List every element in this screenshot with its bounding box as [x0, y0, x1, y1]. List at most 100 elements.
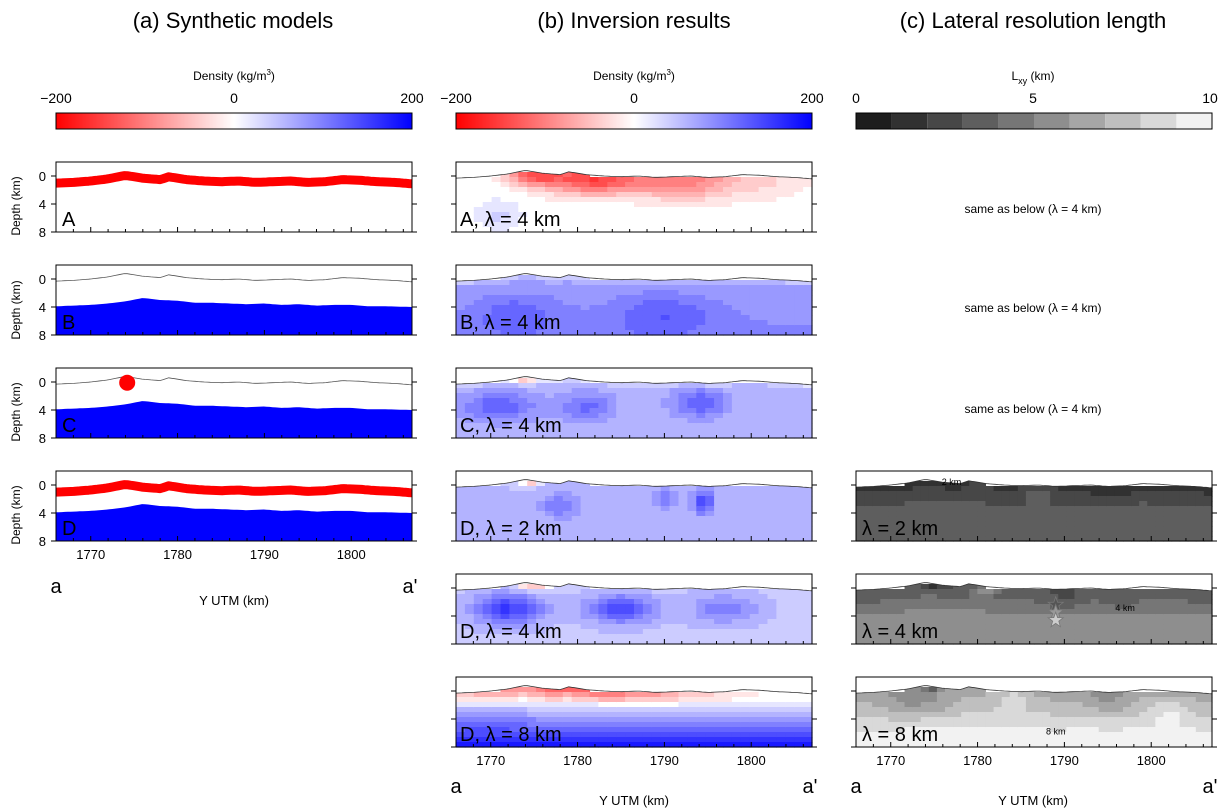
density-cell [580, 330, 591, 336]
density-cell [482, 383, 493, 389]
density-cell [687, 285, 697, 291]
resolution-cell [1042, 742, 1051, 748]
resolution-cell [977, 732, 987, 738]
topography-line [855, 479, 1213, 489]
density-cell [536, 285, 546, 291]
density-cell [589, 536, 599, 542]
density-cell [482, 217, 493, 223]
density-cell [473, 634, 484, 640]
resolution-cell [969, 634, 978, 640]
density-cell [500, 732, 510, 738]
density-cell [687, 531, 697, 537]
resolution-cell [1009, 589, 1019, 595]
density-cell [696, 604, 706, 610]
density-cell [491, 639, 502, 645]
density-cell [767, 280, 777, 286]
density-cell [536, 300, 546, 306]
density-cell [518, 737, 528, 743]
resolution-cell [896, 609, 906, 615]
density-cell [509, 418, 519, 424]
density-cell [794, 506, 804, 512]
density-cell [714, 742, 724, 748]
density-cell [642, 516, 653, 522]
resolution-cell [856, 526, 865, 532]
density-cell [705, 511, 715, 517]
density-cell [723, 433, 733, 439]
density-cell [767, 536, 777, 542]
resolution-cell [936, 624, 946, 630]
density-cell [669, 315, 680, 321]
density-cell [518, 418, 528, 424]
density-cell [473, 516, 484, 522]
resolution-cell [928, 634, 938, 640]
density-cell [562, 501, 573, 507]
resolution-cell [1155, 526, 1165, 532]
density-cell [785, 486, 795, 492]
resolution-cell [993, 589, 1003, 595]
resolution-cell [856, 702, 865, 708]
resolution-cell [1179, 501, 1189, 507]
density-cell [634, 722, 644, 728]
density-cell [758, 629, 769, 635]
density-cell [803, 594, 813, 600]
resolution-cell [985, 496, 995, 502]
density-cell [589, 639, 599, 645]
resolution-cell [936, 692, 946, 698]
density-cell [598, 531, 608, 537]
resolution-cell [896, 521, 906, 527]
density-cell [696, 639, 706, 645]
resolution-cell [1187, 614, 1197, 620]
resolution-cell [1131, 727, 1140, 733]
density-cell [723, 192, 733, 198]
density-cell [803, 197, 813, 203]
density-cell [500, 378, 510, 384]
density-cell [482, 707, 493, 713]
resolution-cell [1098, 717, 1108, 723]
resolution-cell [1074, 609, 1084, 615]
density-cell [482, 227, 493, 233]
density-cell [714, 177, 724, 183]
resolution-cell [1082, 506, 1092, 512]
density-cell [723, 423, 733, 429]
density-cell [749, 614, 760, 620]
resolution-cell [1050, 692, 1059, 698]
density-cell [509, 629, 519, 635]
density-cell [509, 496, 519, 502]
density-cell [803, 315, 813, 321]
density-cell [669, 742, 680, 748]
density-cell [491, 280, 502, 286]
density-cell [580, 712, 591, 718]
density-cell [740, 217, 751, 223]
density-cell [500, 624, 510, 630]
resolution-cell [864, 634, 873, 640]
density-field [456, 172, 813, 233]
density-cell [571, 687, 582, 693]
density-cell [562, 222, 573, 228]
topography-line [455, 685, 813, 695]
density-cell [616, 707, 626, 713]
resolution-cell [969, 481, 978, 487]
density-cell [758, 197, 769, 203]
resolution-cell [1009, 697, 1019, 703]
density-cell [464, 589, 475, 595]
resolution-cell [1017, 526, 1027, 532]
resolution-cell [912, 722, 922, 728]
resolution-cell [928, 506, 938, 512]
density-cell [669, 511, 680, 517]
density-cell [536, 521, 546, 527]
resolution-cell [928, 712, 938, 718]
density-cell [482, 594, 493, 600]
resolution-cell [1187, 536, 1197, 542]
resolution-cell [928, 692, 938, 698]
density-cell [749, 433, 760, 439]
density-cell [491, 413, 502, 419]
resolution-cell [1017, 609, 1027, 615]
density-cell [651, 300, 662, 306]
density-cell [660, 732, 671, 738]
density-cell [464, 624, 475, 630]
resolution-cell [1098, 629, 1108, 635]
density-cell [785, 589, 795, 595]
density-cell [527, 722, 537, 728]
density-cell [571, 536, 582, 542]
colorbar-a-tick-max: 200 [400, 90, 424, 106]
